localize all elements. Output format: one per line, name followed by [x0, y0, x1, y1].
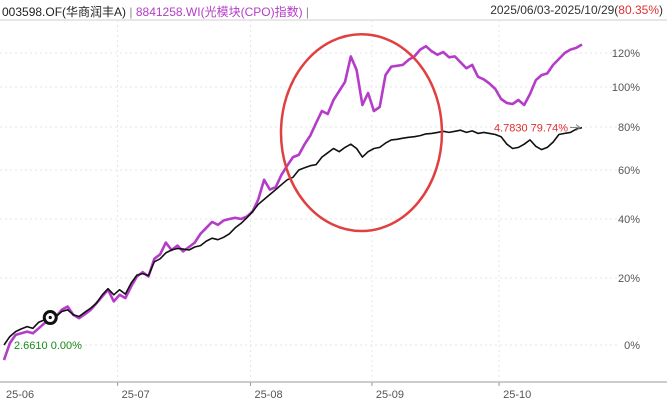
y-tick-label: 20%	[618, 273, 640, 285]
event-marker-dot	[48, 315, 52, 320]
y-tick-label: 80%	[618, 122, 640, 134]
y-axis: 0% 20% 40% 60% 80% 100% 120%	[612, 48, 640, 352]
annotation-layer: 4.7830 79.74% 2.6610 0.00%	[14, 32, 581, 352]
x-tick-label: 25-08	[255, 389, 283, 401]
y-tick-label: 120%	[612, 48, 640, 60]
x-tick-label: 25-10	[503, 389, 531, 401]
y-tick-label: 40%	[618, 214, 640, 226]
x-tick-label: 25-09	[376, 389, 404, 401]
legend-index: 8841258.WI(光模块(CPO)指数)	[135, 5, 303, 19]
highlight-ellipse	[279, 32, 444, 233]
end-value-label: 4.7830 79.74%	[494, 123, 568, 135]
end-pointer-icon	[570, 124, 581, 131]
x-tick-label: 25-07	[122, 389, 150, 401]
date-range-close: )	[659, 3, 663, 17]
x-axis: 25-06 25-07 25-08 25-09 25-10	[6, 382, 531, 401]
chart-legend: 003598.OF(华商润丰A) | 8841258.WI(光模块(CPO)指数…	[2, 3, 309, 20]
fund-series-line	[3, 126, 583, 346]
range-return: 80.35%	[618, 3, 659, 17]
start-value-label: 2.6610 0.00%	[14, 340, 82, 352]
legend-fund: 003598.OF(华商润丰A)	[2, 5, 127, 19]
y-tick-label: 100%	[612, 82, 640, 94]
date-range-summary: 2025/06/03-2025/10/29(80.35%)	[490, 3, 663, 17]
series-layer	[2, 43, 583, 361]
chart-grid	[0, 19, 667, 383]
index-series-line	[2, 43, 583, 361]
y-tick-label: 0%	[624, 340, 640, 352]
legend-separator: |	[129, 5, 133, 19]
x-tick-label: 25-06	[6, 389, 34, 401]
y-tick-label: 60%	[618, 165, 640, 177]
date-range: 2025/06/03-2025/10/29(	[490, 3, 619, 17]
legend-separator-end: |	[305, 5, 310, 19]
